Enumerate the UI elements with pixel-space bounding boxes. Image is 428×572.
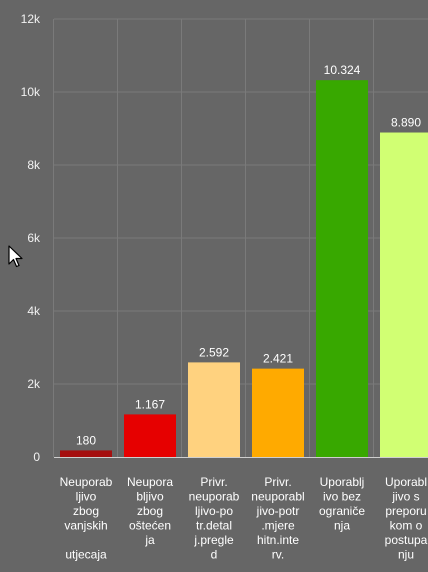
y-tick-label: 6k — [27, 231, 41, 245]
y-tick-label: 2k — [27, 377, 41, 391]
bar — [380, 132, 428, 457]
category-labels: Neuporab ljivo zbog vanjskih utjecaja Neupor… — [60, 475, 428, 562]
data-label: 10.324 — [324, 63, 361, 77]
y-tick-label: 8k — [27, 158, 41, 172]
category-label: Uporabl jivo s preporu kom o postupa nju — [385, 475, 428, 562]
data-label: 8.890 — [391, 116, 421, 130]
bar — [124, 414, 176, 457]
bars — [60, 80, 428, 457]
category-label: Privr. neuporab ljivo-po tr.detal j.pregle d — [189, 475, 240, 562]
bar — [316, 80, 368, 457]
category-label: Privr. neuporabl jivo-potr .mjere hitn.inte r… — [251, 475, 304, 562]
category-label: Neupora bljivo zbog oštećen ja — [127, 475, 173, 547]
data-label: 180 — [76, 433, 96, 447]
gridlines — [53, 18, 428, 457]
bar — [188, 362, 240, 457]
category-label: Uporablj ivo bez ograniče nja — [319, 475, 365, 533]
y-tick-label: 0 — [33, 450, 40, 464]
category-label: Neuporab ljivo zbog vanjskih utjecaja — [60, 475, 113, 562]
data-label: 2.421 — [263, 352, 293, 366]
y-tick-label: 10k — [21, 85, 41, 99]
y-axis-ticks: 0 2k 4k 6k 8k 10k 12k — [21, 12, 41, 464]
y-tick-label: 12k — [21, 12, 41, 26]
y-tick-label: 4k — [27, 304, 41, 318]
bar — [60, 450, 112, 457]
bar — [252, 368, 304, 457]
data-label: 2.592 — [199, 345, 229, 359]
data-labels: 180 1.167 2.592 2.421 10.324 8.890 — [76, 63, 421, 447]
mouse-pointer-icon — [8, 245, 23, 268]
data-label: 1.167 — [135, 397, 165, 411]
